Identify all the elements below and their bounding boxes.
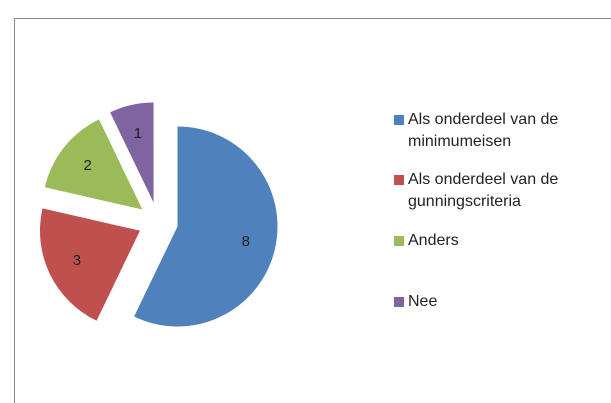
data-label: 2: [83, 157, 91, 174]
data-label: 8: [242, 233, 250, 250]
legend-entry: Als onderdeel van de gunningscriteria: [394, 169, 609, 213]
legend-label: Als onderdeel van de minimumeisen: [408, 111, 559, 150]
legend-swatch: [394, 297, 404, 307]
pie-slice: [134, 126, 278, 327]
data-label: 1: [134, 125, 142, 142]
chart-frame: [14, 18, 611, 403]
legend-label: Nee: [408, 293, 438, 310]
legend-entry: Nee: [394, 291, 609, 313]
legend-entry: Anders: [394, 230, 609, 252]
legend-swatch: [394, 175, 404, 185]
pie-slice: [44, 119, 143, 210]
legend-swatch: [394, 236, 404, 246]
pie-slice: [39, 208, 140, 321]
legend-label: Als onderdeel van de gunningscriteria: [408, 171, 559, 210]
legend-label: Anders: [408, 232, 459, 249]
legend-entry: Als onderdeel van de minimumeisen: [394, 109, 609, 153]
legend-swatch: [394, 115, 404, 125]
pie-slice: [110, 102, 154, 203]
data-label: 3: [73, 252, 81, 269]
